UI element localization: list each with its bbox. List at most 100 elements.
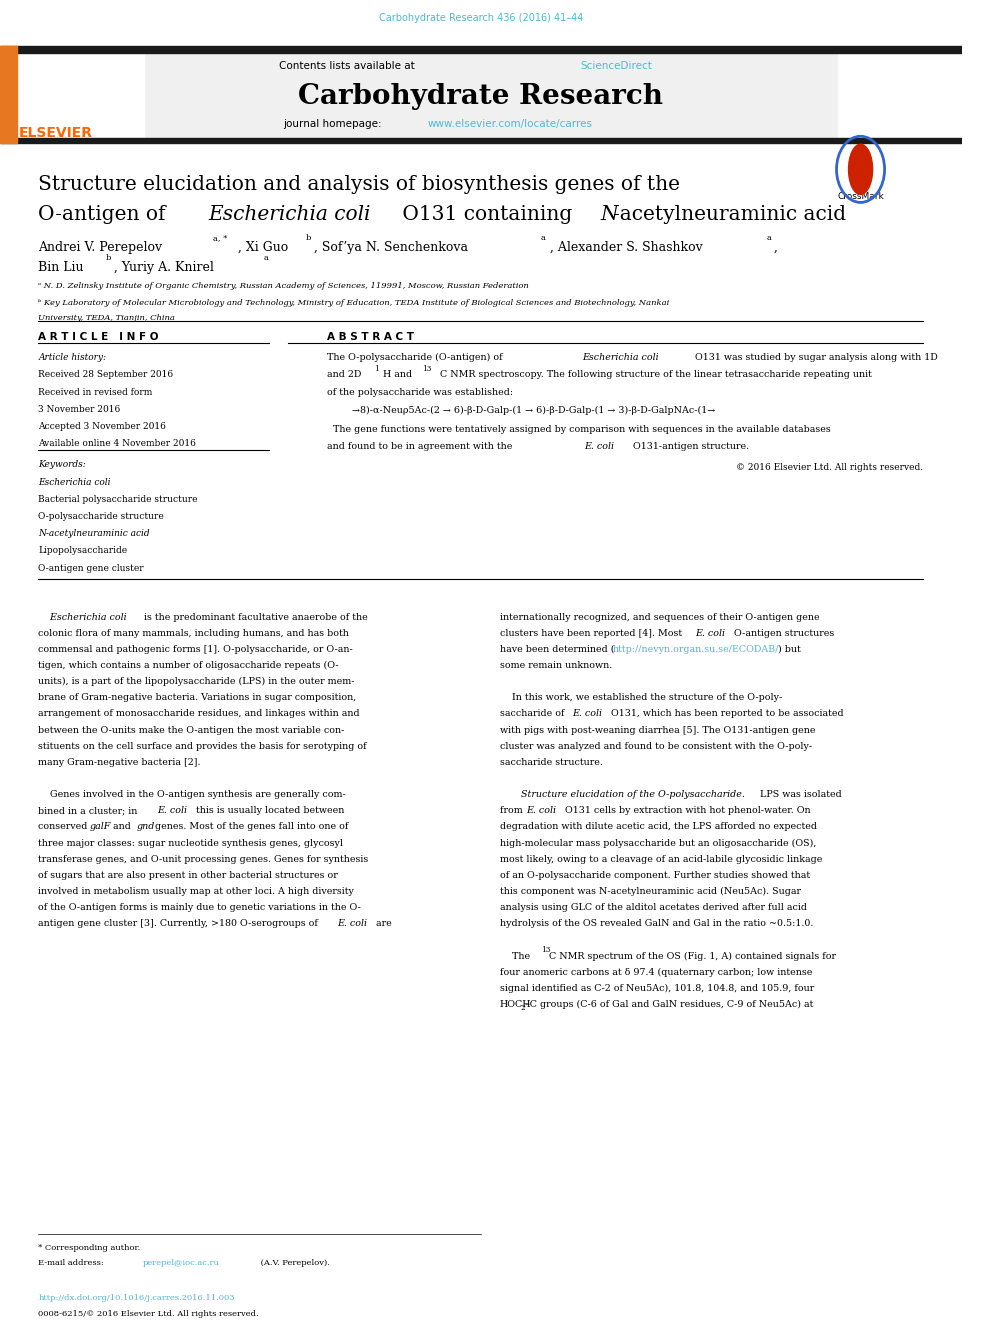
Text: Genes involved in the O-antigen synthesis are generally com-: Genes involved in the O-antigen synthesi… <box>39 790 346 799</box>
Text: degradation with dilute acetic acid, the LPS afforded no expected: degradation with dilute acetic acid, the… <box>500 823 817 831</box>
Text: 1: 1 <box>374 365 379 373</box>
Text: Andrei V. Perepelov: Andrei V. Perepelov <box>39 241 163 254</box>
Text: brane of Gram-negative bacteria. Variations in sugar composition,: brane of Gram-negative bacteria. Variati… <box>39 693 357 703</box>
Text: Bin Liu: Bin Liu <box>39 261 84 274</box>
Text: E. coli: E. coli <box>695 628 725 638</box>
Text: journal homepage:: journal homepage: <box>284 119 386 130</box>
Text: Escherichia coli: Escherichia coli <box>208 205 371 224</box>
Text: -acetylneuraminic acid: -acetylneuraminic acid <box>613 205 846 224</box>
Text: perepel@ioc.ac.ru: perepel@ioc.ac.ru <box>142 1259 219 1267</box>
Text: O131 was studied by sugar analysis along with 1D: O131 was studied by sugar analysis along… <box>692 353 938 363</box>
Text: 3 November 2016: 3 November 2016 <box>39 405 121 414</box>
Text: Structure elucidation and analysis of biosynthesis genes of the: Structure elucidation and analysis of bi… <box>39 175 681 193</box>
Text: Escherichia coli: Escherichia coli <box>581 353 659 363</box>
Text: 13: 13 <box>542 946 551 954</box>
Text: four anomeric carbons at δ 97.4 (quaternary carbon; low intense: four anomeric carbons at δ 97.4 (quatern… <box>500 967 812 976</box>
Text: signal identified as C-2 of Neu5Ac), 101.8, 104.8, and 105.9, four: signal identified as C-2 of Neu5Ac), 101… <box>500 984 814 992</box>
Text: E. coli: E. coli <box>337 919 367 929</box>
Text: Article history:: Article history: <box>39 353 106 363</box>
Text: The O-polysaccharide (O-antigen) of: The O-polysaccharide (O-antigen) of <box>327 353 506 363</box>
Text: N: N <box>600 205 618 224</box>
Text: http://nevyn.organ.su.se/ECODAB/: http://nevyn.organ.su.se/ECODAB/ <box>613 644 780 654</box>
Text: Bacterial polysaccharide structure: Bacterial polysaccharide structure <box>39 495 198 504</box>
Text: Accepted 3 November 2016: Accepted 3 November 2016 <box>39 422 167 431</box>
Text: three major classes: sugar nucleotide synthesis genes, glycosyl: three major classes: sugar nucleotide sy… <box>39 839 343 848</box>
Bar <box>0 46 961 53</box>
Text: Lipopolysaccharide: Lipopolysaccharide <box>39 546 128 556</box>
Text: C NMR spectroscopy. The following structure of the linear tetrasaccharide repeat: C NMR spectroscopy. The following struct… <box>440 370 872 380</box>
Text: ) but: ) but <box>778 644 801 654</box>
Text: O-antigen gene cluster: O-antigen gene cluster <box>39 564 144 573</box>
Text: ELSEVIER: ELSEVIER <box>19 126 93 140</box>
Text: O-antigen structures: O-antigen structures <box>731 628 834 638</box>
Text: Carbohydrate Research: Carbohydrate Research <box>299 83 664 110</box>
Text: http://dx.doi.org/10.1016/j.carres.2016.11.003: http://dx.doi.org/10.1016/j.carres.2016.… <box>39 1294 235 1302</box>
Text: cluster was analyzed and found to be consistent with the O-poly-: cluster was analyzed and found to be con… <box>500 742 812 750</box>
Text: of an O-polysaccharide component. Further studies showed that: of an O-polysaccharide component. Furthe… <box>500 871 810 880</box>
Text: C NMR spectrum of the OS (Fig. 1, A) contained signals for: C NMR spectrum of the OS (Fig. 1, A) con… <box>550 951 836 960</box>
Text: a, *: a, * <box>213 234 228 242</box>
Text: b: b <box>306 234 311 242</box>
Text: a: a <box>541 234 546 242</box>
Text: arrangement of monosaccharide residues, and linkages within and: arrangement of monosaccharide residues, … <box>39 709 360 718</box>
Bar <box>0 138 961 143</box>
Text: Carbohydrate Research 436 (2016) 41–44: Carbohydrate Research 436 (2016) 41–44 <box>379 13 583 24</box>
Text: © 2016 Elsevier Ltd. All rights reserved.: © 2016 Elsevier Ltd. All rights reserved… <box>736 463 923 472</box>
Text: saccharide structure.: saccharide structure. <box>500 758 603 767</box>
Text: H and: H and <box>383 370 415 380</box>
Text: gnd: gnd <box>136 823 155 831</box>
Text: bined in a cluster; in: bined in a cluster; in <box>39 806 141 815</box>
Text: are: are <box>373 919 392 929</box>
Text: most likely, owing to a cleavage of an acid-labile glycosidic linkage: most likely, owing to a cleavage of an a… <box>500 855 822 864</box>
Text: , Sof’ya N. Senchenkova: , Sof’ya N. Senchenkova <box>314 241 468 254</box>
Text: O131 cells by extraction with hot phenol-water. On: O131 cells by extraction with hot phenol… <box>561 806 810 815</box>
Bar <box>144 53 836 139</box>
Bar <box>0 53 144 139</box>
Text: A B S T R A C T: A B S T R A C T <box>327 332 414 343</box>
Text: 2: 2 <box>521 1004 525 1012</box>
Bar <box>0 46 17 143</box>
Text: O131, which has been reported to be associated: O131, which has been reported to be asso… <box>608 709 843 718</box>
Text: conserved: conserved <box>39 823 91 831</box>
Text: Escherichia coli: Escherichia coli <box>39 613 127 622</box>
Text: 0008-6215/© 2016 Elsevier Ltd. All rights reserved.: 0008-6215/© 2016 Elsevier Ltd. All right… <box>39 1310 259 1318</box>
Text: ᵇ Key Laboratory of Molecular Microbiology and Technology, Ministry of Education: ᵇ Key Laboratory of Molecular Microbiolo… <box>39 299 670 307</box>
Text: * Corresponding author.: * Corresponding author. <box>39 1244 141 1252</box>
Text: and 2D: and 2D <box>327 370 364 380</box>
Text: is the predominant facultative anaerobe of the: is the predominant facultative anaerobe … <box>141 613 368 622</box>
Text: and: and <box>110 823 134 831</box>
Text: E. coli: E. coli <box>526 806 556 815</box>
Text: In this work, we established the structure of the O-poly-: In this work, we established the structu… <box>500 693 783 703</box>
Text: this component was N-acetylneuraminic acid (Neu5Ac). Sugar: this component was N-acetylneuraminic ac… <box>500 886 801 896</box>
Text: E. coli: E. coli <box>584 442 615 451</box>
Text: stituents on the cell surface and provides the basis for serotyping of: stituents on the cell surface and provid… <box>39 742 367 750</box>
Text: of the O-antigen forms is mainly due to genetic variations in the O-: of the O-antigen forms is mainly due to … <box>39 904 361 912</box>
Text: The: The <box>500 951 533 960</box>
Text: E. coli: E. coli <box>157 806 186 815</box>
Text: between the O-units make the O-antigen the most variable con-: between the O-units make the O-antigen t… <box>39 725 345 734</box>
Text: , Alexander S. Shashkov: , Alexander S. Shashkov <box>550 241 702 254</box>
Text: E. coli: E. coli <box>572 709 602 718</box>
Text: saccharide of: saccharide of <box>500 709 567 718</box>
Text: –C groups (C-6 of Gal and GalN residues, C-9 of Neu5Ac) at: –C groups (C-6 of Gal and GalN residues,… <box>525 1000 813 1009</box>
Text: www.elsevier.com/locate/carres: www.elsevier.com/locate/carres <box>428 119 593 130</box>
Text: a: a <box>767 234 771 242</box>
Text: tigen, which contains a number of oligosaccharide repeats (O-: tigen, which contains a number of oligos… <box>39 662 339 669</box>
Text: units), is a part of the lipopolysaccharide (LPS) in the outer mem-: units), is a part of the lipopolysacchar… <box>39 677 355 687</box>
Text: Received 28 September 2016: Received 28 September 2016 <box>39 370 174 380</box>
Text: CrossMark: CrossMark <box>837 192 884 201</box>
Text: galF: galF <box>90 823 111 831</box>
Text: University, TEDA, Tianjin, China: University, TEDA, Tianjin, China <box>39 314 176 321</box>
Text: Structure elucidation of the O-polysaccharide.: Structure elucidation of the O-polysacch… <box>521 790 744 799</box>
Text: Received in revised form: Received in revised form <box>39 388 153 397</box>
Text: antigen gene cluster [3]. Currently, >180 O-serogroups of: antigen gene cluster [3]. Currently, >18… <box>39 919 321 929</box>
Text: Keywords:: Keywords: <box>39 460 86 470</box>
Text: A R T I C L E   I N F O: A R T I C L E I N F O <box>39 332 159 343</box>
Text: 13: 13 <box>423 365 432 373</box>
Text: and found to be in agreement with the: and found to be in agreement with the <box>327 442 515 451</box>
Text: of the polysaccharide was established:: of the polysaccharide was established: <box>327 388 513 397</box>
Text: from: from <box>500 806 526 815</box>
Text: , Yuriy A. Knirel: , Yuriy A. Knirel <box>114 261 214 274</box>
Text: have been determined (: have been determined ( <box>500 644 614 654</box>
Text: transferase genes, and O-unit processing genes. Genes for synthesis: transferase genes, and O-unit processing… <box>39 855 369 864</box>
